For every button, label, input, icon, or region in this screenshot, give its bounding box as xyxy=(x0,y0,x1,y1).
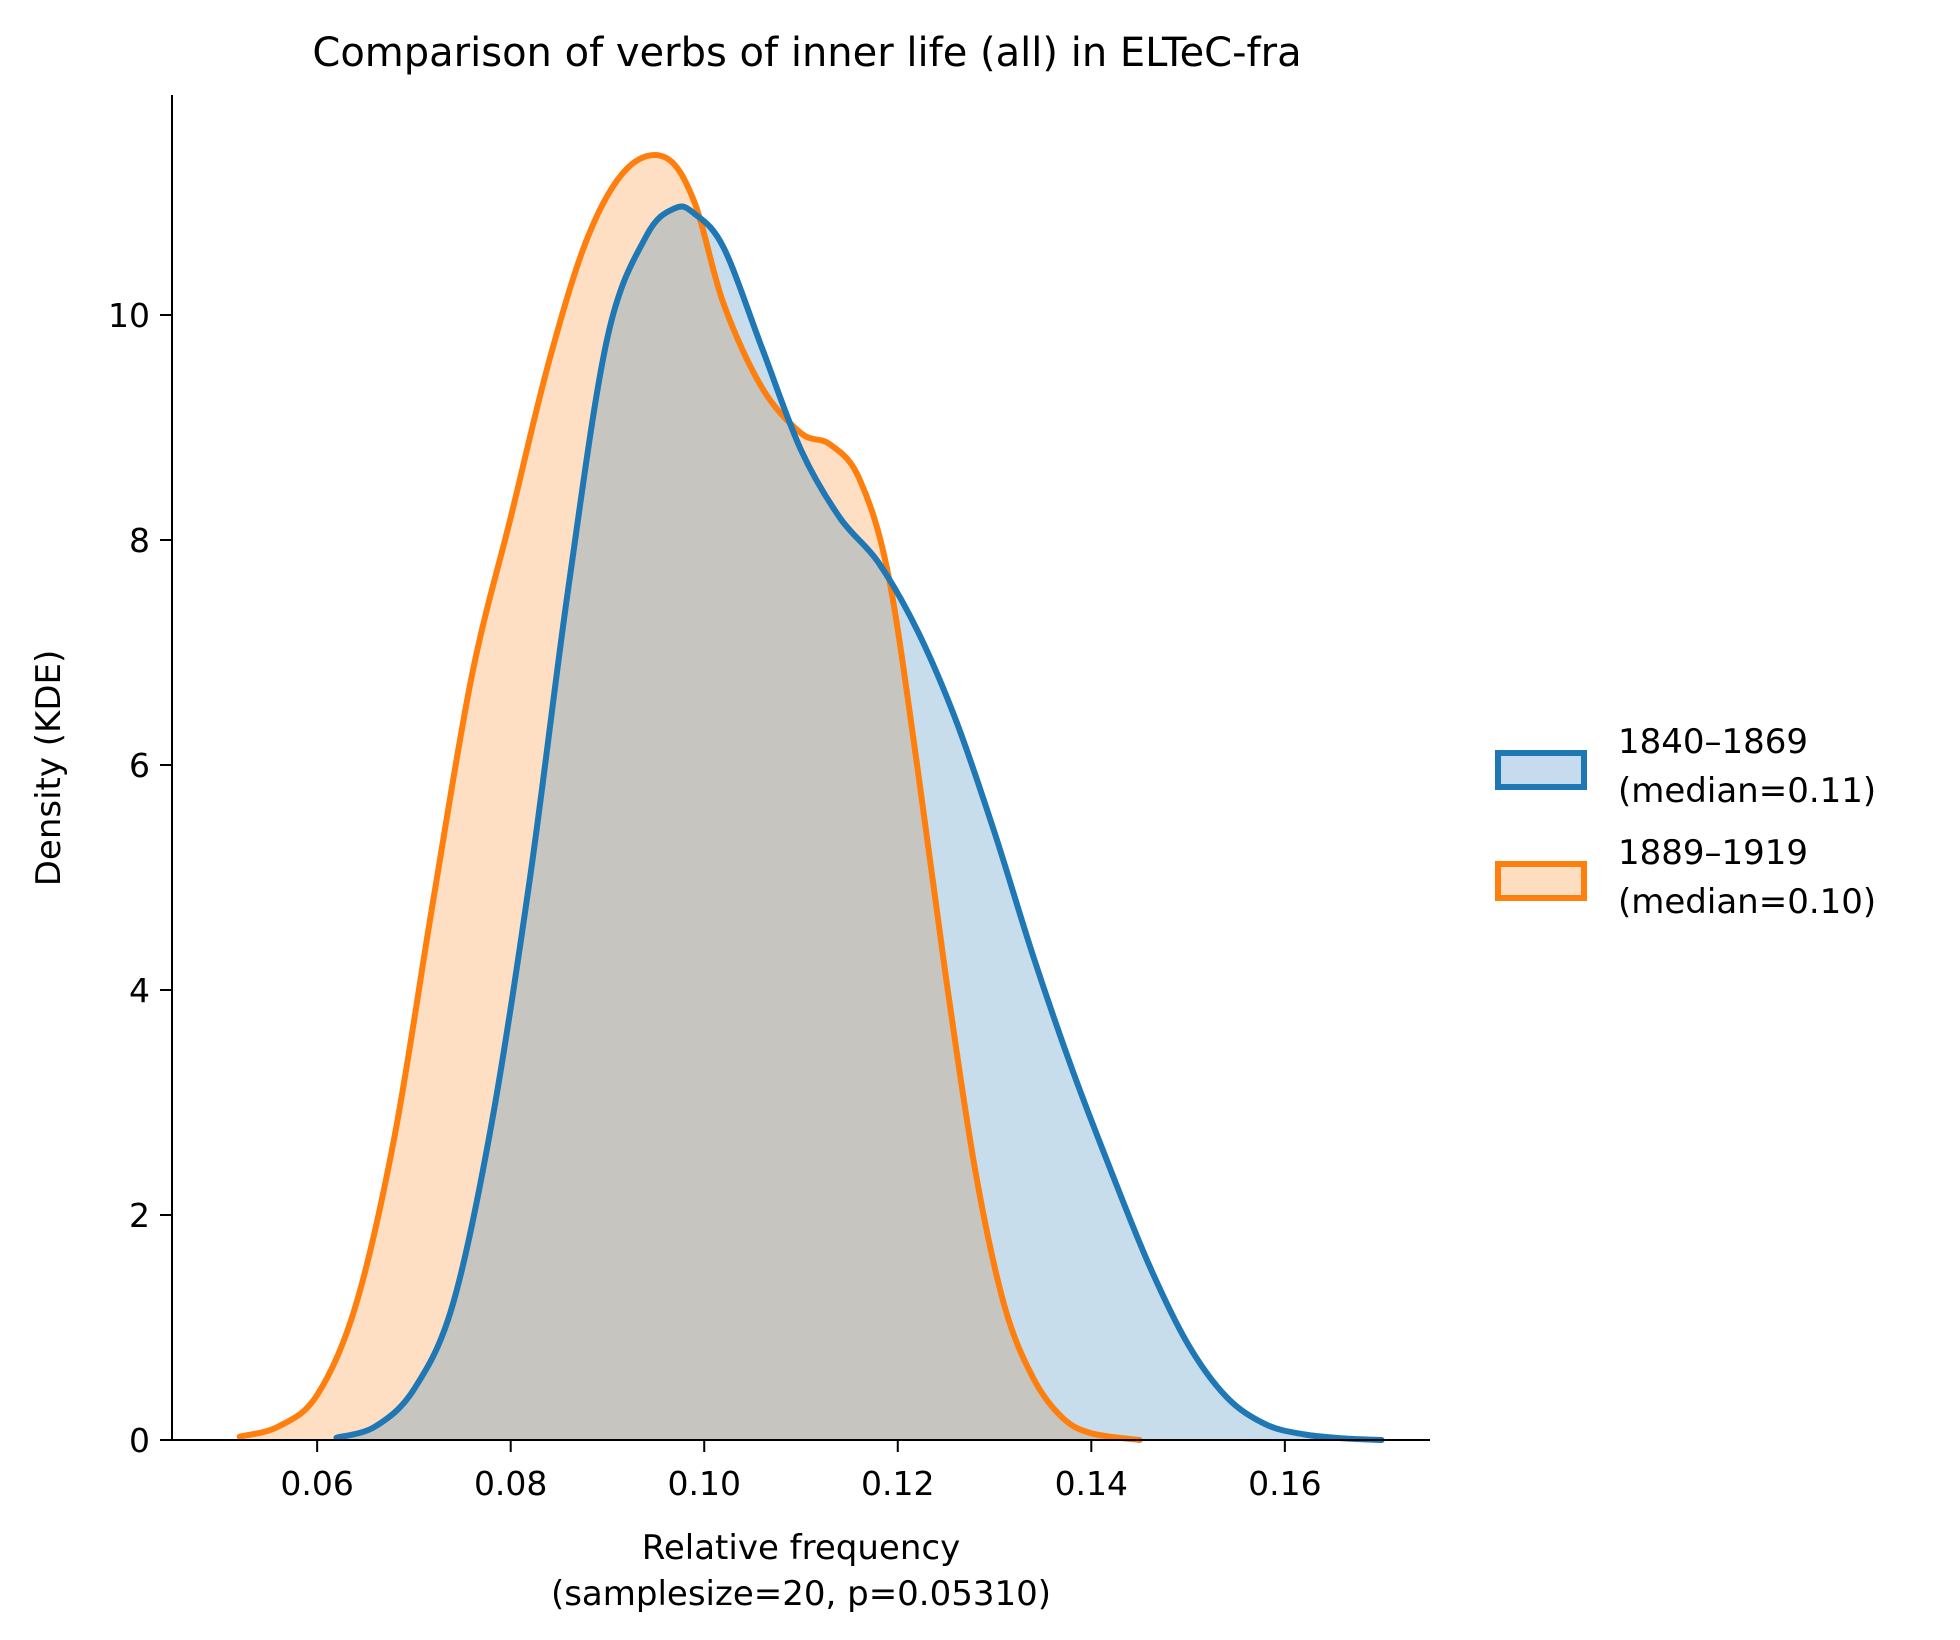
x-tick-label: 0.12 xyxy=(861,1464,934,1503)
x-axis-sublabel: (samplesize=20, p=0.05310) xyxy=(551,1574,1051,1614)
density-area-1889-1919 xyxy=(239,154,1140,1440)
plot-areas xyxy=(239,154,1382,1441)
x-tick-label: 0.06 xyxy=(280,1464,353,1503)
legend: 1840–1869 (median=0.11) 1889–1919 (media… xyxy=(1495,722,1876,922)
density-line-1889-1919 xyxy=(236,152,1143,1443)
x-tick-label: 0.14 xyxy=(1055,1464,1128,1503)
legend-median-1889-1919: (median=0.10) xyxy=(1618,882,1876,922)
legend-label-1889-1919: 1889–1919 xyxy=(1618,833,1808,873)
y-tick-label: 4 xyxy=(129,971,150,1010)
plot-lines xyxy=(236,152,1385,1443)
y-tick-label: 0 xyxy=(129,1421,150,1460)
y-tick-label: 6 xyxy=(129,746,150,785)
x-tick-label: 0.16 xyxy=(1248,1464,1321,1503)
chart-title: Comparison of verbs of inner life (all) … xyxy=(312,30,1301,76)
x-ticks: 0.06 0.08 0.10 0.12 0.14 0.16 xyxy=(280,1440,1322,1503)
x-tick-label: 0.10 xyxy=(667,1464,740,1503)
y-axis-label: Density (KDE) xyxy=(29,650,69,887)
y-tick-label: 10 xyxy=(108,296,150,335)
legend-swatch-1840-1869 xyxy=(1495,750,1587,790)
legend-swatch-1889-1919 xyxy=(1495,861,1587,901)
legend-label-1840-1869: 1840–1869 xyxy=(1618,722,1808,762)
density-line-1840-1869 xyxy=(333,203,1385,1443)
y-ticks: 0 2 4 6 8 10 xyxy=(108,296,172,1460)
y-tick-label: 8 xyxy=(129,521,150,560)
y-tick-label: 2 xyxy=(129,1196,150,1235)
x-tick-label: 0.08 xyxy=(474,1464,547,1503)
density-area-1840-1869 xyxy=(336,206,1382,1441)
x-axis-label: Relative frequency xyxy=(642,1528,960,1568)
legend-median-1840-1869: (median=0.11) xyxy=(1618,771,1876,811)
